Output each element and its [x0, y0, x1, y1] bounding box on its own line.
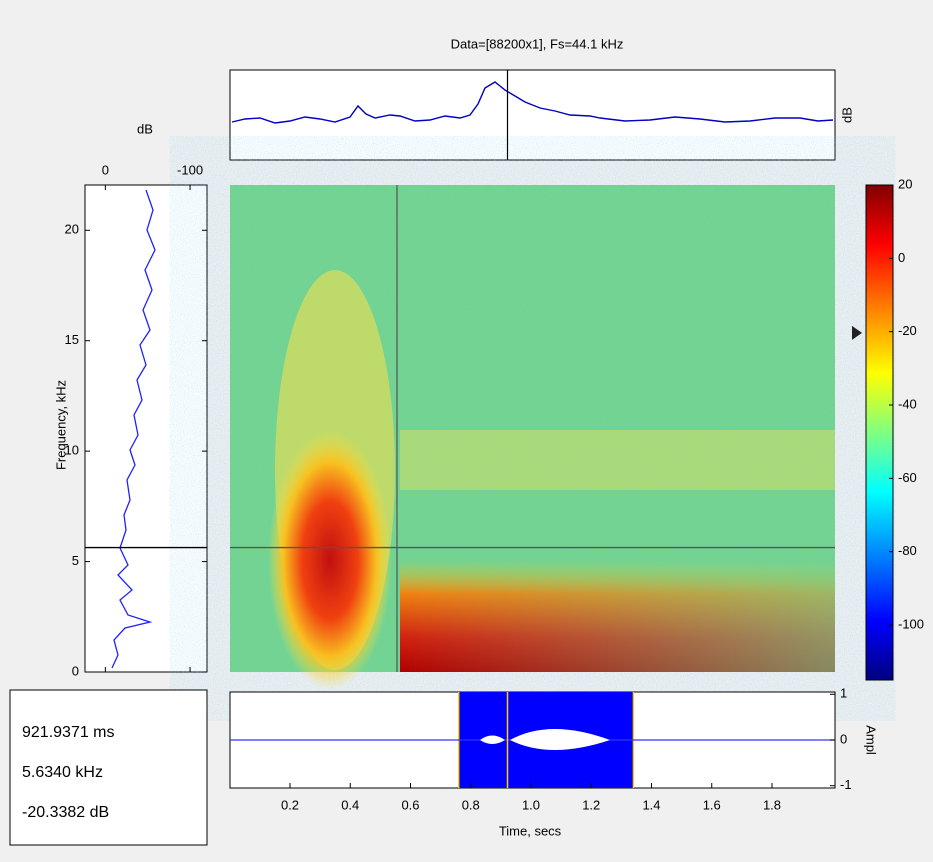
x-tick-label: 0.4: [341, 797, 359, 812]
x-tick-label: 0.2: [281, 797, 299, 812]
x-tick-label: 1.2: [582, 797, 600, 812]
readout-box: [9, 689, 208, 846]
spectrogram: [230, 185, 835, 690]
colorbar-tick-label: -20: [898, 323, 917, 338]
y-tick-label: 10: [65, 443, 79, 458]
top-trace: [231, 81, 834, 124]
readout-level: -20.3382 dB: [22, 804, 109, 821]
top-axes: [229, 69, 836, 161]
left-axes: [84, 184, 208, 673]
colorbar-tick-label: 20: [898, 176, 912, 191]
y-tick-label: -1: [840, 777, 852, 792]
colorbar: [865, 184, 894, 681]
y-tick-label: 5: [72, 553, 79, 568]
x-tick-label: -100: [177, 162, 203, 177]
y-tick-label: 15: [65, 332, 79, 347]
waveform: [480, 729, 610, 750]
y-tick-label: 1: [840, 686, 847, 701]
left-title: dB: [137, 121, 153, 136]
colorbar-tick-label: 0: [898, 250, 905, 265]
level-marker: [852, 325, 862, 340]
colorbar-tick-label: -40: [898, 396, 917, 411]
figure-title: Data=[88200x1], Fs=44.1 kHz: [451, 36, 624, 51]
bottom-xlabel: Time, secs: [499, 823, 562, 838]
spectrum-trace: [111, 189, 156, 669]
y-tick-label: 20: [65, 222, 79, 237]
readout-time: 921.9371 ms: [22, 724, 115, 741]
x-tick-label: 0.8: [462, 797, 480, 812]
colorbar-tick-label: -100: [898, 616, 924, 631]
left-ylabel: Frequency, kHz: [53, 380, 68, 470]
x-tick-label: 0.6: [401, 797, 419, 812]
x-tick-label: 1.4: [642, 797, 660, 812]
colorbar-tick-label: -60: [898, 470, 917, 485]
x-tick-label: 1.6: [703, 797, 721, 812]
bottom-ylabel: Ampl: [864, 725, 879, 755]
x-tick-label: 0: [102, 162, 109, 177]
x-tick-label: 1.8: [763, 797, 781, 812]
y-tick-label: 0: [840, 731, 847, 746]
readout-freq: 5.6340 kHz: [22, 764, 103, 781]
x-tick-label: 1.0: [522, 797, 540, 812]
top-ylabel: dB: [839, 107, 854, 123]
y-tick-label: 0: [72, 663, 79, 678]
colorbar-tick-label: -80: [898, 543, 917, 558]
